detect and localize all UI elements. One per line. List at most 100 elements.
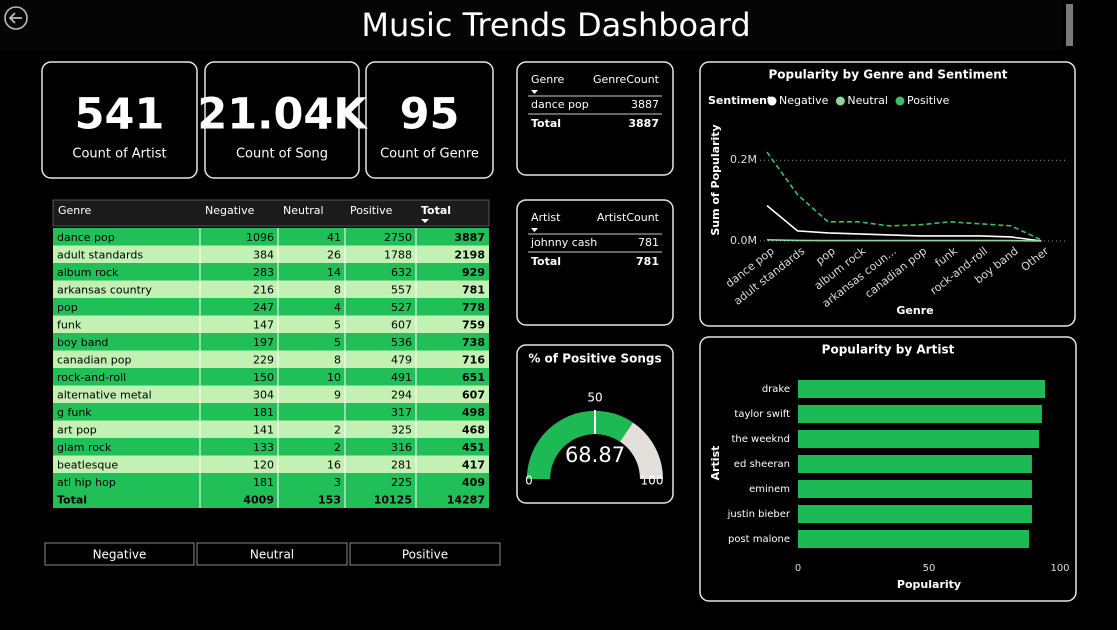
table-cell-number: 120 [253, 458, 274, 471]
table-cell-number: 716 [462, 353, 485, 366]
sort-arrow [531, 228, 538, 232]
table-cell-number: 651 [462, 371, 485, 384]
column-header: Total [421, 204, 451, 217]
table-cell-number: 14 [327, 266, 341, 279]
table-cell-number: 607 [391, 318, 412, 331]
row-value: 3887 [631, 98, 659, 111]
table-cell-number: 16 [327, 458, 341, 471]
table-cell-number: 2198 [454, 248, 485, 261]
table-row [53, 455, 489, 473]
kpi-card [41, 61, 198, 179]
table-cell-number: 41 [327, 231, 341, 244]
y-tick-label: ed sheeran [734, 459, 790, 470]
table-cell-number: 181 [253, 406, 274, 419]
x-tick-label: 100 [1050, 563, 1069, 574]
table-row [53, 245, 489, 263]
column-header: Negative [205, 204, 255, 217]
table-cell-genre: dance pop [57, 231, 115, 244]
table-cell-genre: glam rock [57, 441, 112, 454]
table-cell-number: 2750 [384, 231, 412, 244]
table-cell-number: 5 [334, 318, 341, 331]
table-cell-number: 283 [253, 266, 274, 279]
table-cell-number: 607 [462, 388, 485, 401]
row-label: johnny cash [530, 236, 597, 249]
table-cell-number: 1788 [384, 248, 412, 261]
gauge-fill [527, 411, 633, 479]
slicer-label: Positive [402, 548, 448, 562]
y-tick-label: post malone [728, 534, 790, 545]
column-header: ArtistCount [597, 211, 660, 224]
table-cell-genre: beatlesque [57, 458, 118, 471]
table-cell-number: 9 [334, 388, 341, 401]
scrollbar[interactable] [1066, 4, 1073, 46]
table-row [53, 403, 489, 421]
table-cell-number: 10 [327, 371, 341, 384]
chart-title: Popularity by Artist [822, 343, 955, 357]
bar [798, 430, 1040, 448]
row-value: 781 [638, 236, 659, 249]
table-cell-number: 1096 [246, 231, 274, 244]
slicer-button[interactable] [44, 542, 195, 566]
total-value: 781 [636, 255, 659, 268]
table-row [53, 315, 489, 333]
y-tick-label: eminem [749, 484, 790, 495]
table-cell-number: 498 [462, 406, 485, 419]
line-series [766, 205, 1042, 242]
table-cell-number: 316 [391, 441, 412, 454]
table-cell-number: 229 [253, 353, 274, 366]
legend-marker [895, 96, 905, 106]
table-cell-number: 4 [334, 301, 341, 314]
table-cell-number: 2 [334, 423, 341, 436]
back-arrow [8, 12, 22, 24]
table-row [53, 368, 489, 386]
legend-marker [835, 96, 845, 106]
table-cell-number: 304 [253, 388, 274, 401]
table-cell-number: 557 [391, 283, 412, 296]
table-row [53, 298, 489, 316]
slicer-button[interactable] [349, 542, 501, 566]
table-cell-genre: boy band [57, 336, 108, 349]
gauge-max: 100 [641, 474, 664, 488]
table-cell-number: 5 [334, 336, 341, 349]
table-cell-number: 317 [391, 406, 412, 419]
table-cell-number: 527 [391, 301, 412, 314]
slicer-button[interactable] [196, 542, 348, 566]
table-cell-number: 536 [391, 336, 412, 349]
gauge-target-label: 50 [587, 391, 602, 405]
sort-arrow [421, 219, 429, 223]
table-cell-number: 10125 [374, 493, 412, 506]
column-header: Artist [531, 211, 561, 224]
table-row [53, 333, 489, 351]
y-axis-title: Artist [709, 446, 722, 481]
table-cell-genre: canadian pop [57, 353, 131, 366]
bar [798, 530, 1030, 548]
kpi-label: Count of Genre [380, 147, 479, 162]
bar [798, 405, 1042, 423]
table-row [53, 228, 489, 246]
table-cell-number: 479 [391, 353, 412, 366]
chart-title: Popularity by Genre and Sentiment [768, 68, 1007, 82]
table-cell-number: 778 [462, 301, 485, 314]
chart-title: % of Positive Songs [528, 352, 661, 366]
bar [798, 455, 1032, 473]
back-button[interactable] [4, 6, 28, 30]
table-cell-number: 153 [318, 493, 341, 506]
table-cell-number: 150 [253, 371, 274, 384]
y-tick-label: the weeknd [731, 434, 790, 445]
total-label: Total [531, 117, 561, 130]
table-cell-genre: album rock [57, 266, 119, 279]
total-label: Total [531, 255, 561, 268]
y-tick-label: 0.0M [730, 234, 757, 247]
kpi-card [204, 61, 360, 179]
table-cell-number: 3887 [454, 231, 485, 244]
column-header: Genre [58, 204, 92, 217]
table-cell-number: 197 [253, 336, 274, 349]
kpi-label: Count of Song [236, 147, 328, 162]
line-chart-card [699, 61, 1076, 327]
table-cell-number: 181 [253, 476, 274, 489]
table-cell-number: 8 [334, 353, 341, 366]
kpi-value: 541 [75, 90, 165, 140]
line-series [766, 238, 1042, 242]
x-axis-title: Popularity [897, 578, 961, 591]
